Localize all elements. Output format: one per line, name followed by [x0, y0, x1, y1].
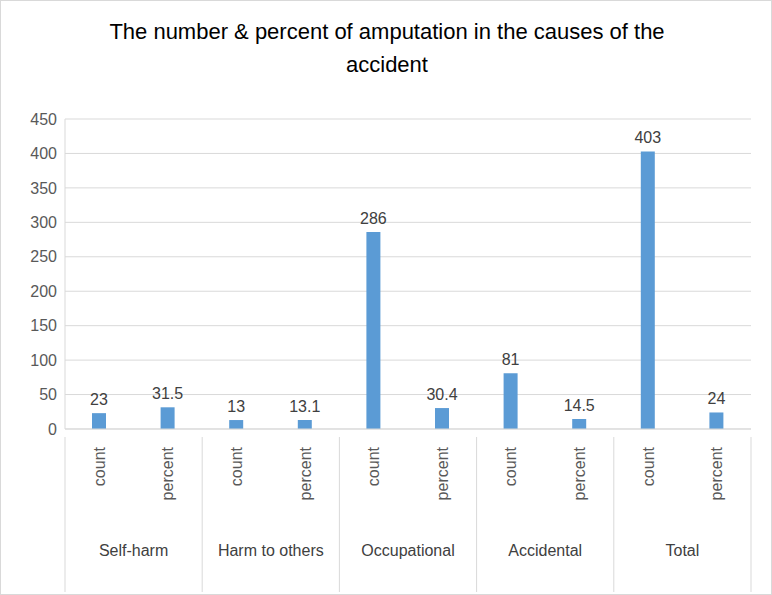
svg-text:count: count [640, 446, 657, 486]
html-text:The number & percent of amputa: The number & percent of amputation in th… [109, 19, 665, 77]
svg-text:300: 300 [30, 214, 57, 231]
svg-text:0: 0 [48, 421, 57, 438]
svg-text:30.4: 30.4 [426, 386, 457, 403]
svg-text:Harm to others: Harm to others [218, 542, 324, 559]
svg-text:250: 250 [30, 248, 57, 265]
svg-text:24: 24 [708, 390, 726, 407]
svg-text:count: count [502, 446, 519, 486]
svg-text:percent: percent [571, 446, 588, 500]
svg-text:percent: percent [434, 446, 451, 500]
svg-text:Total: Total [666, 542, 700, 559]
svg-text:13: 13 [227, 398, 245, 415]
svg-text:450: 450 [30, 111, 57, 128]
svg-text:percent: percent [708, 446, 725, 500]
svg-text:50: 50 [39, 386, 57, 403]
svg-text:percent: percent [297, 446, 314, 500]
svg-text:200: 200 [30, 283, 57, 300]
svg-text:Self-harm: Self-harm [99, 542, 168, 559]
svg-text:13.1: 13.1 [289, 398, 320, 415]
svg-text:count: count [228, 446, 245, 486]
svg-text:100: 100 [30, 352, 57, 369]
svg-text:Accidental: Accidental [508, 542, 582, 559]
svg-text:81: 81 [502, 351, 520, 368]
svg-text:403: 403 [634, 129, 661, 146]
svg-text:400: 400 [30, 145, 57, 162]
svg-text:count: count [91, 446, 108, 486]
svg-text:percent: percent [159, 446, 176, 500]
svg-text:Occupational: Occupational [361, 542, 454, 559]
svg-text:14.5: 14.5 [564, 397, 595, 414]
svg-text:31.5: 31.5 [152, 385, 183, 402]
svg-text:350: 350 [30, 180, 57, 197]
svg-text:23: 23 [90, 391, 108, 408]
svg-text:150: 150 [30, 317, 57, 334]
svg-text:286: 286 [360, 210, 387, 227]
svg-text:count: count [365, 446, 382, 486]
